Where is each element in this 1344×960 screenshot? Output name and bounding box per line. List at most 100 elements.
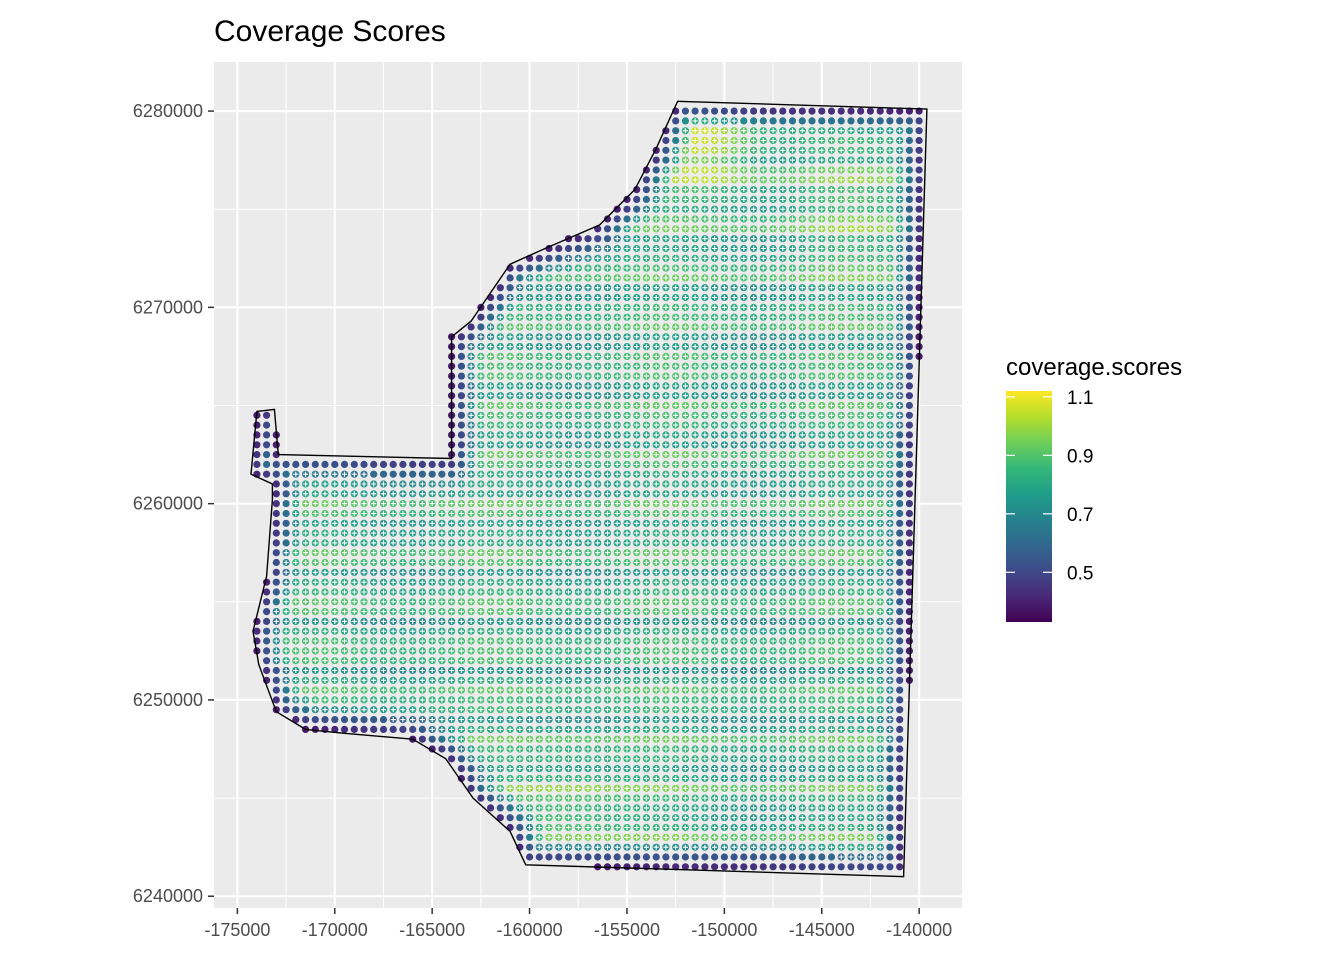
coverage-point [896, 745, 904, 753]
coverage-point [788, 863, 797, 871]
coverage-point [428, 470, 436, 478]
coverage-point [467, 784, 475, 792]
coverage-point [788, 117, 797, 125]
coverage-point [457, 460, 465, 468]
coverage-point [886, 774, 894, 783]
coverage-point [282, 696, 290, 704]
coverage-point [535, 853, 543, 861]
coverage-point [263, 421, 271, 429]
coverage-point [905, 303, 914, 311]
coverage-point [896, 568, 904, 576]
coverage-point [516, 274, 524, 282]
coverage-point [389, 470, 397, 478]
coverage-point [720, 863, 729, 871]
coverage-point [457, 441, 465, 449]
coverage-point [905, 392, 914, 400]
coverage-point [896, 500, 904, 508]
coverage-point [438, 460, 446, 468]
coverage-point [428, 745, 436, 753]
coverage-point [896, 716, 904, 724]
coverage-point [253, 460, 261, 468]
coverage-point [866, 863, 875, 871]
x-tick-label: -175000 [204, 920, 270, 940]
coverage-point [896, 470, 904, 478]
coverage-point [263, 647, 271, 655]
coverage-point [808, 117, 816, 125]
coverage-point [896, 765, 904, 773]
coverage-point [457, 392, 465, 400]
coverage-point [905, 411, 914, 419]
coverage-point [662, 146, 670, 154]
coverage-point [448, 755, 456, 763]
coverage-point [642, 186, 651, 194]
coverage-point [896, 578, 904, 586]
coverage-point [272, 500, 280, 508]
coverage-point [896, 549, 904, 557]
coverage-point [253, 421, 261, 429]
coverage-point [896, 598, 904, 606]
coverage-point [837, 117, 845, 125]
coverage-point [779, 863, 787, 871]
coverage-point [642, 195, 651, 203]
coverage-point [379, 716, 388, 724]
coverage-point [915, 235, 923, 243]
coverage-point [379, 725, 388, 734]
coverage-point [915, 176, 923, 184]
coverage-point [321, 716, 329, 724]
coverage-point [896, 794, 904, 802]
coverage-point [340, 460, 349, 468]
coverage-point [905, 195, 914, 203]
coverage-point [379, 460, 388, 468]
coverage-point [516, 814, 524, 822]
coverage-point [896, 863, 904, 871]
coverage-point [769, 863, 777, 871]
coverage-point [827, 117, 836, 125]
coverage-point [896, 735, 904, 743]
coverage-point [905, 480, 914, 488]
coverage-point [808, 863, 816, 871]
coverage-point [263, 431, 271, 439]
coverage-point [282, 529, 290, 537]
coverage-point [292, 460, 300, 468]
legend-tick-label: 0.7 [1067, 505, 1093, 526]
coverage-point [905, 509, 914, 518]
coverage-point [915, 117, 923, 125]
coverage-point [915, 225, 923, 233]
coverage-point [905, 284, 914, 292]
coverage-point [750, 107, 758, 115]
coverage-point [467, 323, 475, 331]
coverage-point [905, 352, 914, 360]
coverage-point [457, 411, 465, 419]
coverage-point [905, 176, 914, 184]
coverage-point [905, 235, 914, 243]
coverage-point [896, 637, 904, 645]
coverage-point [662, 136, 670, 145]
coverage-point [457, 343, 465, 351]
coverage-point [506, 284, 514, 292]
coverage-point [896, 804, 904, 812]
coverage-point [652, 176, 660, 184]
coverage-point [564, 853, 573, 861]
coverage-point [526, 264, 534, 272]
coverage-point [613, 863, 621, 871]
coverage-point [886, 745, 894, 753]
coverage-point [457, 755, 465, 763]
coverage-point [905, 333, 914, 341]
coverage-point [282, 509, 290, 518]
coverage-point [896, 784, 904, 792]
coverage-point [584, 853, 592, 861]
coverage-point [263, 608, 271, 616]
coverage-point [905, 186, 914, 194]
coverage-point [448, 745, 456, 753]
coverage-point [263, 460, 271, 468]
coverage-point [282, 686, 290, 694]
coverage-point [915, 313, 923, 321]
coverage-point [905, 627, 914, 635]
coverage-point [886, 765, 894, 773]
coverage-point [263, 588, 271, 596]
coverage-point [905, 362, 914, 370]
coverage-point [409, 725, 417, 734]
coverage-point [418, 725, 426, 734]
coverage-point [769, 107, 777, 115]
coverage-point [730, 853, 738, 861]
